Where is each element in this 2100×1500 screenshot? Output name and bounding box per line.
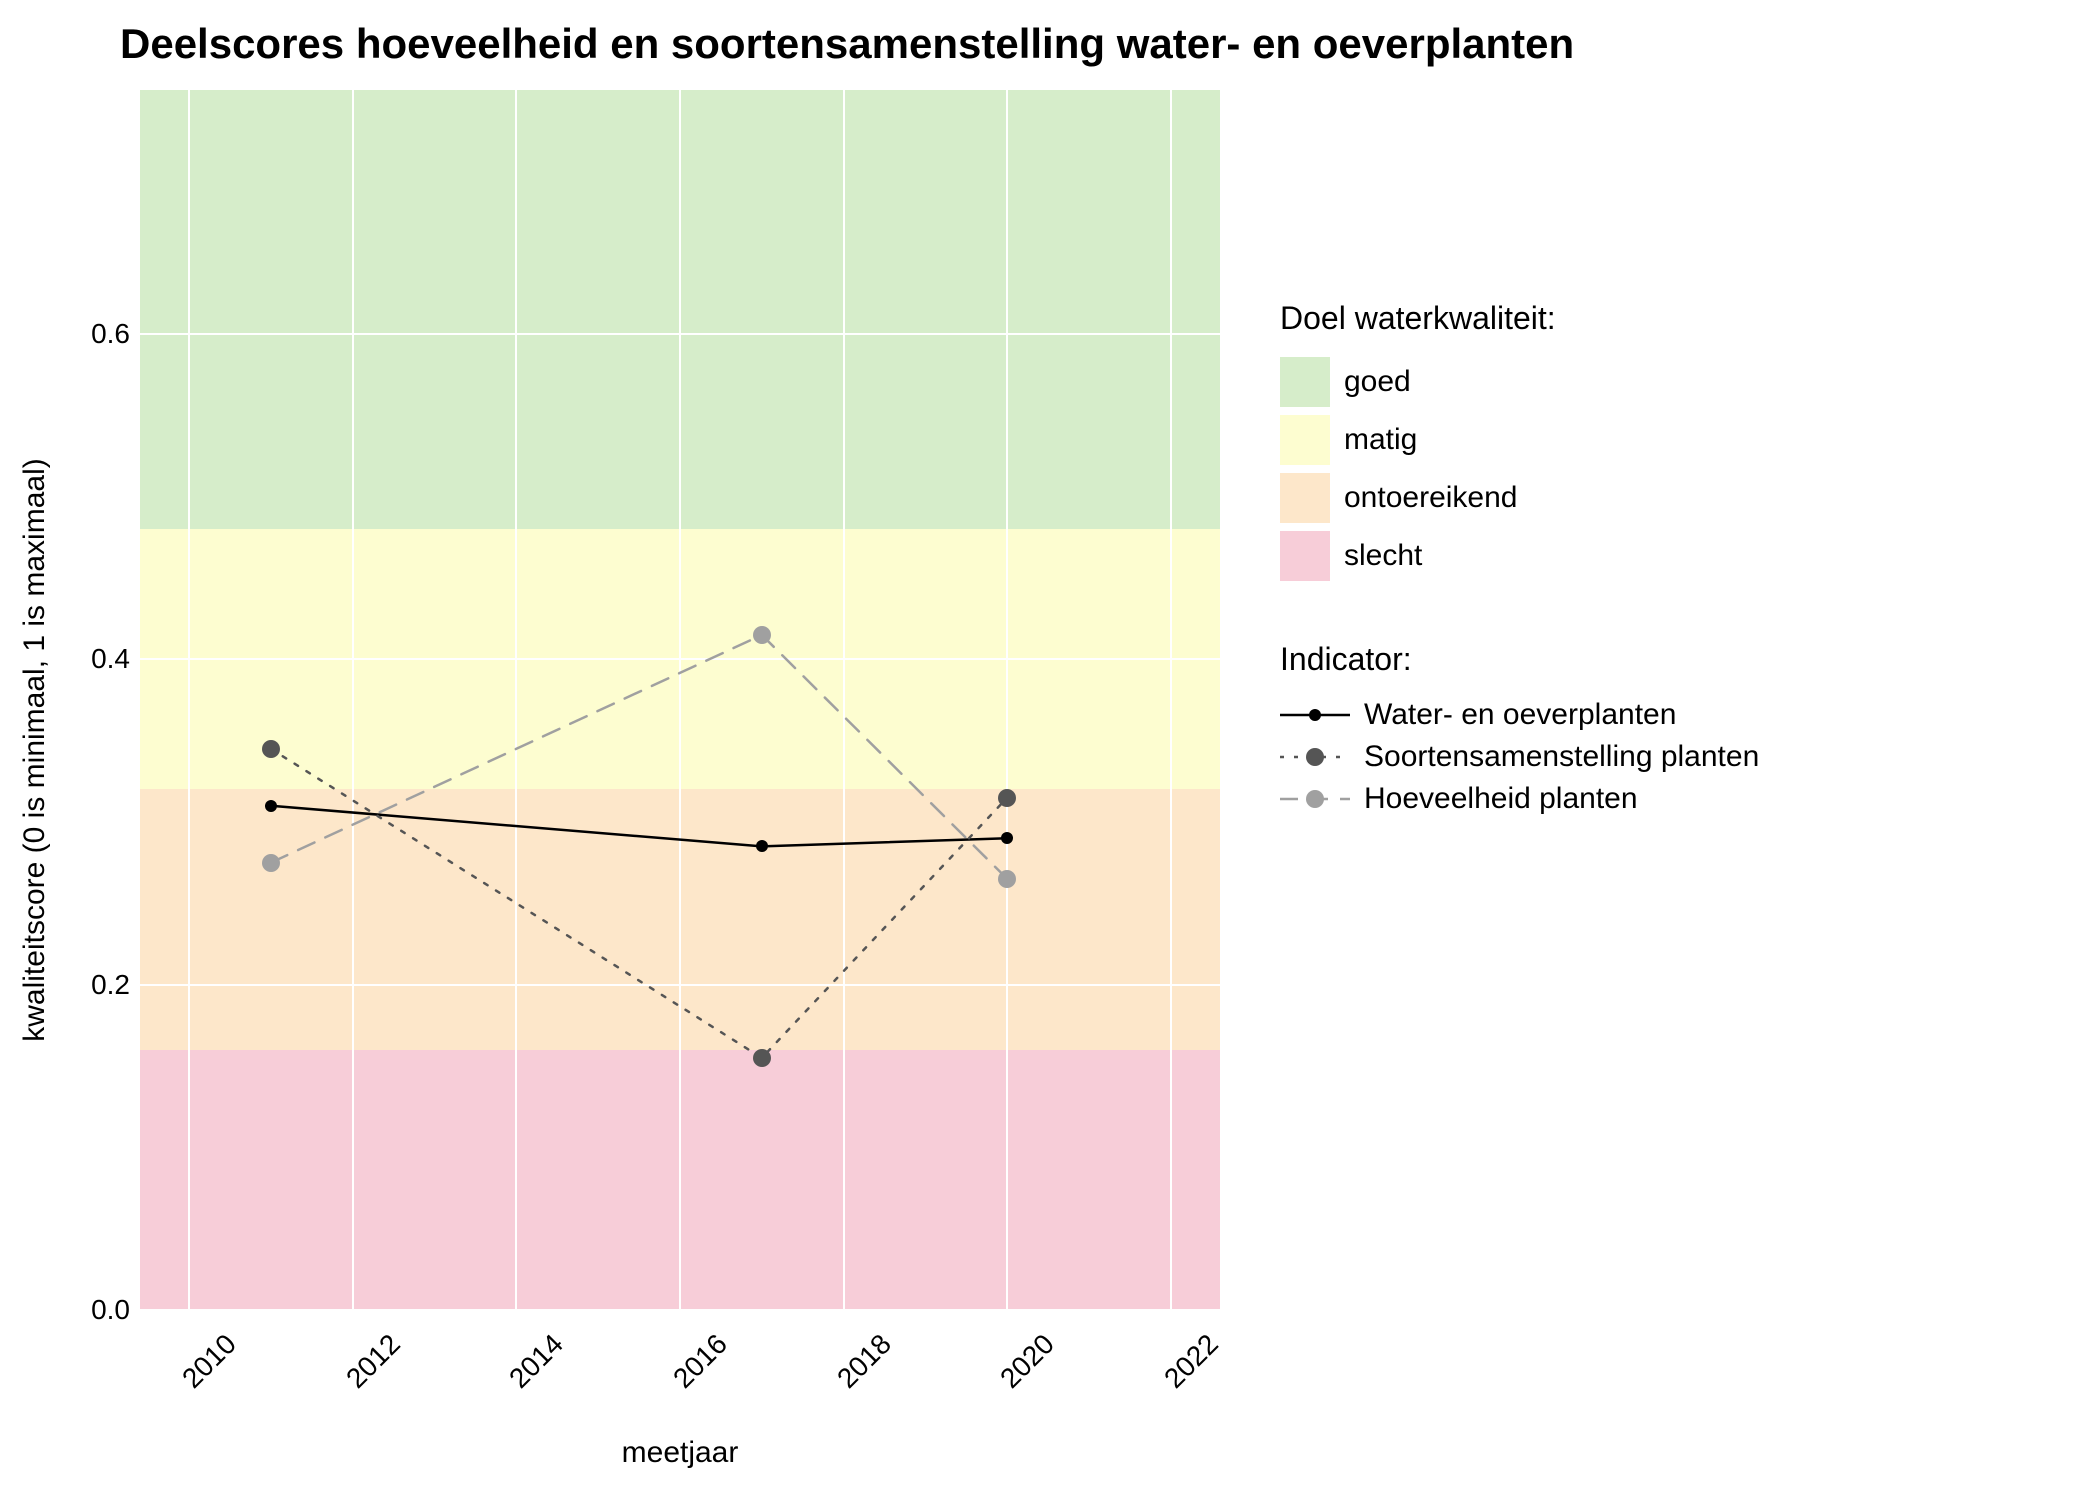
- legend-marker: [1280, 742, 1350, 772]
- legend-swatch: [1280, 415, 1330, 465]
- legend-swatch: [1280, 473, 1330, 523]
- legend-label: slecht: [1344, 539, 1422, 573]
- y-tick-label: 0.6: [50, 318, 130, 350]
- data-point: [262, 740, 280, 758]
- legend-item: Water- en oeverplanten: [1280, 698, 2060, 732]
- chart-title: Deelscores hoeveelheid en soortensamenst…: [120, 20, 1574, 68]
- y-tick-label: 0.4: [50, 643, 130, 675]
- legend-swatch: [1280, 531, 1330, 581]
- legend-item: slecht: [1280, 531, 2060, 581]
- x-tick-label: 2022: [1158, 1328, 1225, 1395]
- data-point: [265, 800, 277, 812]
- legend-bands: goed matig ontoereikend slecht: [1280, 357, 2060, 581]
- data-point: [1001, 832, 1013, 844]
- data-point: [998, 789, 1016, 807]
- legend-series: Water- en oeverplanten Soortensamenstelli…: [1280, 698, 2060, 816]
- series-line: [271, 749, 1007, 1058]
- x-tick-label: 2012: [340, 1328, 407, 1395]
- y-axis-label: kwaliteitscore (0 is minimaal, 1 is maxi…: [18, 458, 52, 1041]
- legend-marker: [1280, 784, 1350, 814]
- x-tick-label: 2014: [503, 1328, 570, 1395]
- data-point: [262, 854, 280, 872]
- legend-marker: [1280, 700, 1350, 730]
- legend-label: Water- en oeverplanten: [1364, 698, 1676, 732]
- data-point: [753, 1049, 771, 1067]
- data-point: [756, 840, 768, 852]
- x-tick-label: 2020: [994, 1328, 1061, 1395]
- legend-label: goed: [1344, 365, 1411, 399]
- legend-series-title: Indicator:: [1280, 641, 2060, 678]
- x-tick-label: 2016: [667, 1328, 734, 1395]
- y-tick-label: 0.2: [50, 969, 130, 1001]
- legend-item: ontoereikend: [1280, 473, 2060, 523]
- plot-area: [140, 90, 1220, 1310]
- data-point: [998, 870, 1016, 888]
- legend-item: Hoeveelheid planten: [1280, 782, 2060, 816]
- legend-label: ontoereikend: [1344, 481, 1517, 515]
- legend-bands-title: Doel waterkwaliteit:: [1280, 300, 2060, 337]
- figure: Deelscores hoeveelheid en soortensamenst…: [0, 0, 2100, 1500]
- x-tick-label: 2018: [831, 1328, 898, 1395]
- x-axis-label: meetjaar: [622, 1436, 739, 1470]
- series-lines: [140, 90, 1220, 1310]
- legend-label: Hoeveelheid planten: [1364, 782, 1638, 816]
- legend-label: Soortensamenstelling planten: [1364, 740, 1759, 774]
- legend-item: matig: [1280, 415, 2060, 465]
- data-point: [753, 626, 771, 644]
- legend-item: goed: [1280, 357, 2060, 407]
- y-tick-label: 0.0: [50, 1294, 130, 1326]
- legend: Doel waterkwaliteit: goed matig ontoereike…: [1280, 300, 2060, 824]
- legend-swatch: [1280, 357, 1330, 407]
- legend-label: matig: [1344, 423, 1417, 457]
- legend-item: Soortensamenstelling planten: [1280, 740, 2060, 774]
- x-tick-label: 2010: [176, 1328, 243, 1395]
